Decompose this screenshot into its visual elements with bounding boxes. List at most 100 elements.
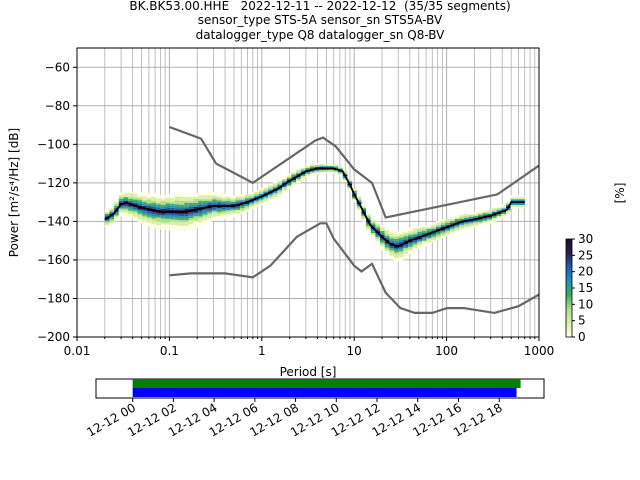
heatmap-cell xyxy=(272,196,278,199)
heatmap-cell xyxy=(282,179,287,182)
heatmap-cell xyxy=(123,206,129,209)
heatmap-cell xyxy=(305,167,311,170)
y-axis-label: Power [m²/s⁴/Hz] [dB] xyxy=(7,128,21,257)
heatmap-cell xyxy=(188,225,194,228)
heatmap-cell xyxy=(422,229,427,232)
heatmap-cell xyxy=(478,212,483,215)
heatmap-cell xyxy=(436,236,441,239)
heatmap-cell xyxy=(188,197,194,199)
heatmap-cell xyxy=(300,176,306,178)
heatmap-cell xyxy=(212,209,217,211)
heatmap-cell xyxy=(146,216,152,219)
heatmap-cell xyxy=(142,202,147,204)
heatmap-cell xyxy=(249,195,255,198)
heatmap-cell xyxy=(277,182,283,185)
heatmap-cell xyxy=(109,207,115,210)
heatmap-cell xyxy=(118,196,124,199)
x-tick-label: 100 xyxy=(435,344,458,358)
heatmap-cell xyxy=(417,229,423,232)
heatmap-cell xyxy=(174,198,180,201)
heatmap-cell xyxy=(375,233,381,235)
heatmap-cell xyxy=(240,207,245,210)
heatmap-cell xyxy=(179,216,185,219)
heatmap-cell xyxy=(151,200,157,203)
heatmap-cell xyxy=(240,204,245,206)
heatmap-cell xyxy=(244,209,250,212)
heatmap-cell xyxy=(272,185,278,188)
heatmap-cell xyxy=(431,222,437,225)
heatmap-cell xyxy=(188,206,194,209)
heatmap-cell xyxy=(412,249,418,252)
heatmap-cell xyxy=(151,198,157,201)
heatmap-cell xyxy=(198,210,203,213)
heatmap-cell xyxy=(198,208,203,211)
heatmap-cell xyxy=(436,232,441,235)
heatmap-cell xyxy=(212,210,217,213)
heatmap-cell xyxy=(394,242,399,245)
heatmap-cell xyxy=(165,220,171,223)
heatmap-cell xyxy=(296,171,301,174)
heatmap-cell xyxy=(184,229,189,232)
heatmap-cell xyxy=(179,195,185,197)
heatmap-cell xyxy=(286,187,292,190)
heatmap-cell xyxy=(356,200,362,203)
heatmap-cell xyxy=(272,194,278,197)
heatmap-cell xyxy=(412,228,418,231)
heatmap-cell xyxy=(114,219,119,222)
heatmap-cell xyxy=(235,213,241,216)
heatmap-cell xyxy=(492,208,497,211)
heatmap-cell xyxy=(389,246,395,249)
heatmap-cell xyxy=(137,213,143,216)
heatmap-cell xyxy=(114,205,119,208)
heatmap-cell xyxy=(422,244,427,247)
heatmap-cell xyxy=(473,223,479,226)
heatmap-cell xyxy=(198,200,203,203)
heatmap-cell xyxy=(384,251,390,254)
heatmap-cell xyxy=(174,221,180,224)
heatmap-cell xyxy=(170,215,175,218)
heatmap-cell xyxy=(207,210,213,213)
heatmap-cell xyxy=(170,219,175,222)
heatmap-cell xyxy=(207,216,213,219)
heatmap-cell xyxy=(128,204,133,207)
colorbar-tick-label: 20 xyxy=(578,265,593,279)
heatmap-cell xyxy=(436,220,441,223)
heatmap-cell xyxy=(389,253,395,256)
heatmap-cell xyxy=(380,244,385,247)
heatmap-cell xyxy=(114,203,119,206)
heatmap-cell xyxy=(188,214,194,217)
heatmap-cell xyxy=(356,196,362,199)
heatmap-cell xyxy=(426,236,432,239)
heatmap-cell xyxy=(142,215,147,218)
heatmap-cell xyxy=(151,224,157,226)
heatmap-cell xyxy=(445,224,451,227)
heatmap-cell xyxy=(352,188,357,191)
heatmap-cell xyxy=(492,211,497,214)
heatmap-cell xyxy=(492,217,497,220)
heatmap-cell xyxy=(431,232,437,235)
heatmap-cell xyxy=(142,200,147,203)
heatmap-cell xyxy=(132,211,138,214)
heatmap-cell xyxy=(394,234,399,237)
heatmap-cell xyxy=(160,206,166,209)
heatmap-cell xyxy=(202,208,208,211)
heatmap-cell xyxy=(109,217,115,220)
heatmap-cell xyxy=(104,221,110,224)
heatmap-cell xyxy=(454,217,460,219)
heatmap-cell xyxy=(352,198,357,201)
heatmap-cell xyxy=(384,237,390,240)
heatmap-cell xyxy=(403,234,409,237)
heatmap-cell xyxy=(146,218,152,221)
heatmap-cell xyxy=(398,235,404,238)
heatmap-cell xyxy=(482,220,488,223)
x-tick-label: 0.01 xyxy=(64,344,91,358)
heatmap-cell xyxy=(170,201,175,204)
heatmap-cell xyxy=(412,242,418,244)
heatmap-cell xyxy=(244,198,250,201)
heatmap-cell xyxy=(431,240,437,243)
heatmap-cell xyxy=(482,222,488,225)
heatmap-cell xyxy=(156,219,161,222)
heatmap-cell xyxy=(398,251,404,254)
heatmap-cell xyxy=(114,201,119,204)
heatmap-cell xyxy=(319,166,325,169)
